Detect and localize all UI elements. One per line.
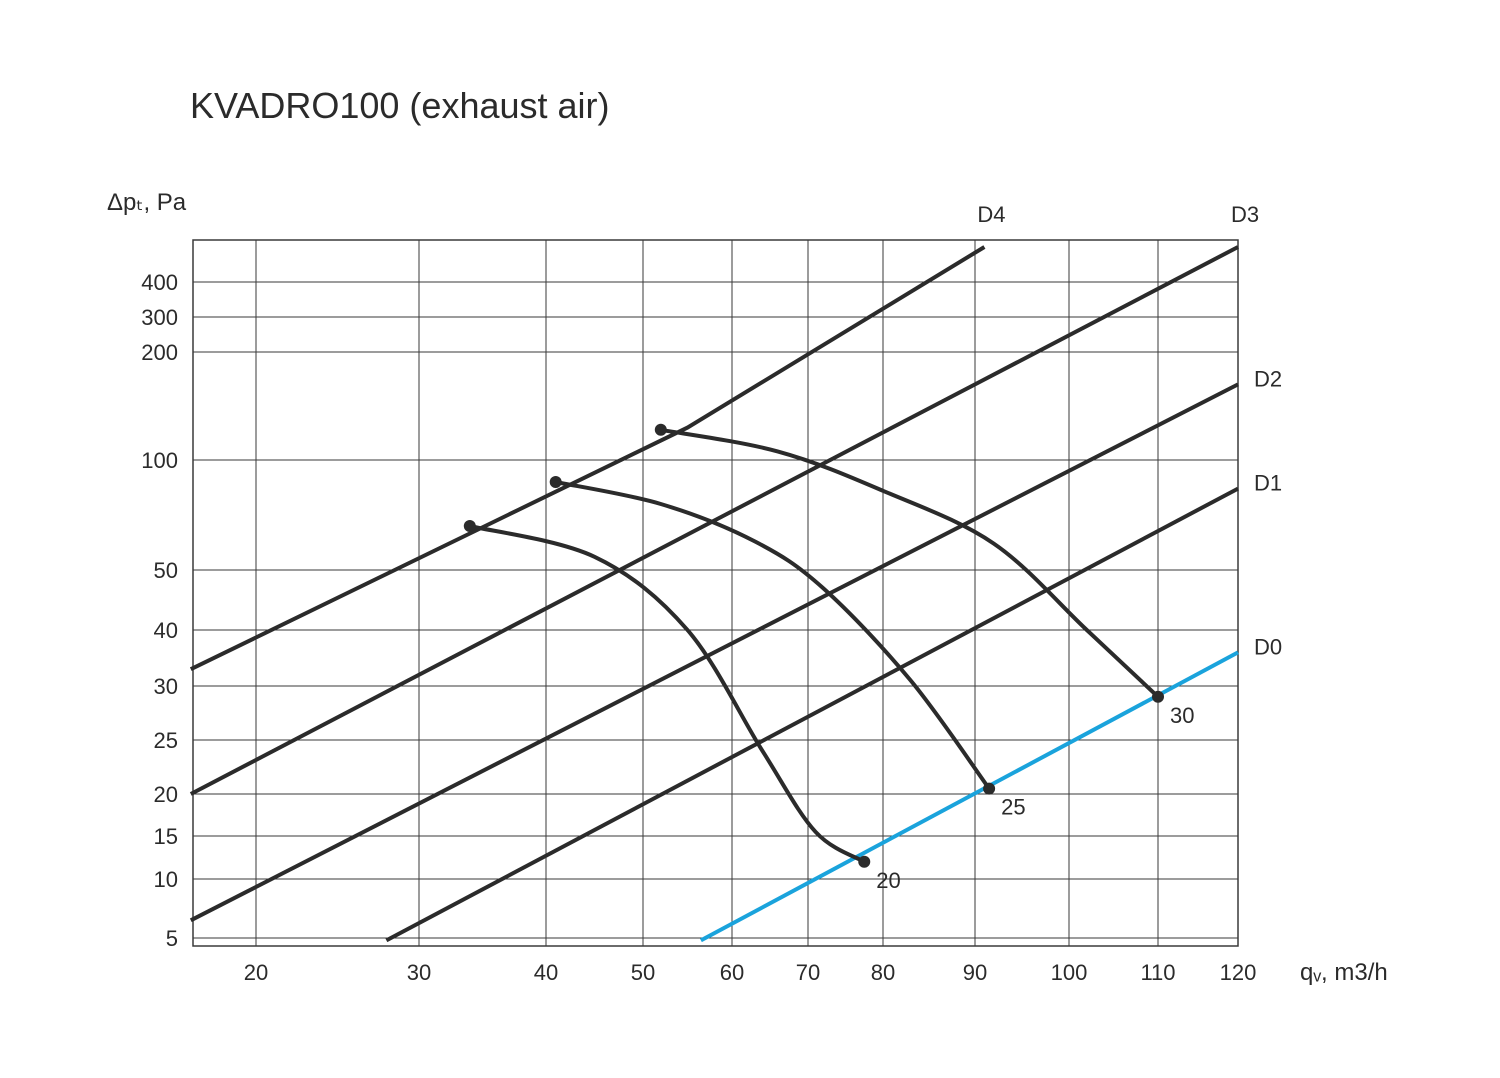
damper-line-label: D0 — [1254, 634, 1282, 659]
y-axis-label: Δpₜ, Pa — [107, 189, 187, 216]
damper-line-label: D3 — [1231, 202, 1259, 227]
damper-line-label: D1 — [1254, 471, 1282, 496]
damper-line-label: D2 — [1254, 366, 1282, 391]
x-tick-label: 110 — [1140, 960, 1175, 985]
speed-curve-25 — [555, 480, 991, 790]
markers: 20 25 30 — [463, 423, 1194, 893]
x-tick-label: 30 — [407, 960, 431, 985]
damper-line-d1 — [385, 486, 1239, 943]
y-tick-label: 10 — [154, 867, 178, 892]
y-tick-label: 200 — [141, 340, 178, 365]
x-axis-label: qᵥ, m3/h — [1300, 959, 1388, 986]
y-tick-label: 20 — [154, 782, 178, 807]
ticks: 400 300 200 100 50 40 30 25 20 15 10 5 20 30 40 50 60 70 8… — [141, 270, 1256, 985]
curve-endpoint-marker — [858, 855, 871, 868]
damper-line-d0 — [699, 650, 1239, 943]
y-tick-label: 15 — [154, 824, 178, 849]
series: D4 D3 D2 D1 D0 — [189, 202, 1282, 943]
grid — [192, 239, 1239, 947]
x-tick-label: 90 — [963, 960, 987, 985]
x-tick-label: 50 — [631, 960, 655, 985]
speed-curve-20 — [469, 524, 866, 864]
x-tick-label: 70 — [796, 960, 820, 985]
chart-title: KVADRO100 (exhaust air) — [190, 85, 610, 126]
curve-endpoint-marker — [463, 520, 476, 532]
x-tick-label: 80 — [871, 960, 895, 985]
damper-line-label: D4 — [977, 202, 1005, 227]
y-tick-label: 300 — [141, 305, 178, 330]
x-tick-label: 120 — [1220, 960, 1257, 985]
curve-label-25: 25 — [1001, 795, 1025, 820]
y-tick-label: 30 — [154, 674, 178, 699]
x-tick-label: 20 — [244, 960, 268, 985]
y-tick-label: 5 — [166, 926, 178, 951]
damper-line-d3 — [189, 245, 1239, 796]
speed-curve-30 — [660, 427, 1160, 699]
y-tick-label: 400 — [141, 270, 178, 295]
y-tick-label: 25 — [154, 728, 178, 753]
x-tick-label: 100 — [1051, 960, 1088, 985]
x-tick-label: 60 — [720, 960, 744, 985]
damper-line-d4 — [189, 245, 986, 671]
curve-endpoint-marker — [549, 476, 562, 488]
curve-endpoint-marker — [983, 782, 996, 795]
damper-line-d2 — [189, 382, 1239, 923]
x-tick-label: 40 — [534, 960, 558, 985]
curve-label-30: 30 — [1170, 703, 1194, 728]
curve-endpoint-marker — [654, 423, 667, 436]
y-tick-label: 50 — [154, 558, 178, 583]
curve-label-20: 20 — [876, 868, 900, 893]
y-tick-label: 40 — [154, 618, 178, 643]
y-tick-label: 100 — [141, 448, 178, 473]
curve-endpoint-marker — [1152, 690, 1164, 703]
